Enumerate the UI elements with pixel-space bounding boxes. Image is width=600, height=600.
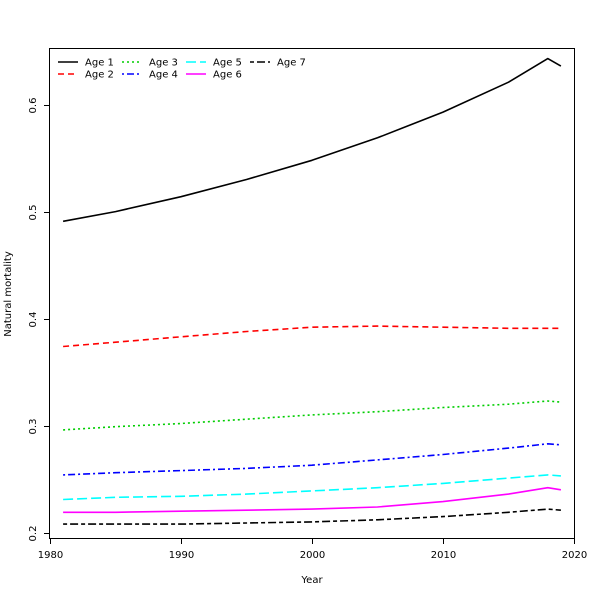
series-layer xyxy=(62,57,562,525)
x-tick-label: 2000 xyxy=(300,550,325,561)
y-tick-label: 0.3 xyxy=(28,419,39,435)
x-axis: 1980 1990 2000 2010 2020 xyxy=(38,538,587,561)
y-axis-title: Natural mortality xyxy=(3,251,14,337)
x-tick-label: 1980 xyxy=(38,550,63,561)
series-line-age-5 xyxy=(63,474,561,501)
series-line-age-1 xyxy=(62,57,562,223)
series-line-age-6 xyxy=(63,486,562,514)
legend-label: Age 2 xyxy=(85,70,114,81)
series-line-age-7 xyxy=(63,508,561,525)
series-line-age-3 xyxy=(63,400,561,431)
x-tick-label: 2010 xyxy=(431,550,456,561)
legend-label: Age 4 xyxy=(149,70,178,81)
legend-label: Age 6 xyxy=(213,70,242,81)
series-line-age-4 xyxy=(63,442,561,476)
x-tick-label: 2020 xyxy=(562,550,587,561)
x-tick-label: 1990 xyxy=(169,550,194,561)
legend-label: Age 1 xyxy=(85,58,114,69)
y-axis: 0.2 0.3 0.4 0.5 0.6 xyxy=(28,98,50,542)
legend-label: Age 7 xyxy=(277,58,306,69)
y-tick-label: 0.6 xyxy=(28,98,39,114)
y-tick-label: 0.4 xyxy=(28,312,39,328)
y-tick-label: 0.5 xyxy=(28,205,39,221)
legend-label: Age 5 xyxy=(213,58,242,69)
legend-label: Age 3 xyxy=(149,58,178,69)
series-line-age-2 xyxy=(63,325,561,348)
y-tick-label: 0.2 xyxy=(28,526,39,542)
x-axis-title: Year xyxy=(300,575,323,586)
